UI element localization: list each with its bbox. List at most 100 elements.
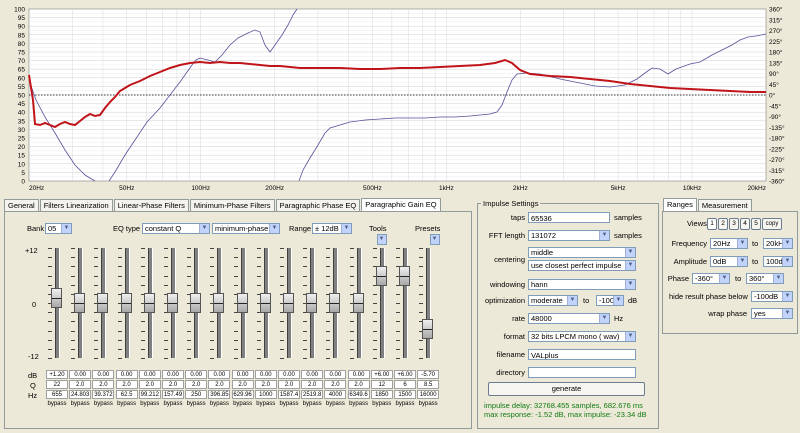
band-q-field[interactable]: 2.0: [162, 380, 184, 389]
frequency-from-select[interactable]: 20Hz: [710, 238, 748, 249]
gain-slider-thumb[interactable]: [375, 265, 387, 286]
bypass-toggle[interactable]: bypass: [372, 401, 392, 407]
band-q-field[interactable]: 2.0: [115, 380, 138, 389]
gain-slider-thumb[interactable]: [399, 265, 410, 286]
view-4-button[interactable]: 4: [740, 218, 750, 230]
centering-mode-select[interactable]: use closest perfect impulse: [528, 260, 636, 271]
gain-slider-thumb[interactable]: [97, 293, 109, 313]
bypass-toggle[interactable]: bypass: [47, 401, 67, 407]
band-db-field[interactable]: 0.00: [208, 370, 231, 379]
band-q-field[interactable]: 12: [370, 380, 393, 389]
fft-length-select[interactable]: 131072: [528, 230, 610, 241]
gain-slider-thumb[interactable]: [329, 293, 341, 313]
band-db-field[interactable]: 0.00: [185, 370, 208, 379]
band-q-field[interactable]: 2.0: [324, 380, 347, 389]
tab-minimum-phase-filters[interactable]: Minimum-Phase Filters: [189, 199, 275, 211]
band-db-field[interactable]: 0.00: [115, 370, 138, 379]
band-q-field[interactable]: 22: [46, 380, 68, 389]
band-db-field[interactable]: 0.00: [231, 370, 254, 379]
band-db-field[interactable]: +6.00: [394, 370, 416, 379]
bypass-toggle[interactable]: bypass: [70, 401, 90, 407]
view-1-button[interactable]: 1: [707, 218, 717, 230]
band-hz-field[interactable]: 629.96: [231, 390, 254, 399]
band-q-field[interactable]: 2.0: [92, 380, 115, 389]
format-select[interactable]: 32 bits LPCM mono ( wav): [528, 331, 636, 342]
bypass-toggle[interactable]: bypass: [93, 401, 113, 407]
band-db-field[interactable]: 0.00: [347, 370, 370, 379]
bypass-toggle[interactable]: bypass: [163, 401, 183, 407]
directory-input[interactable]: [528, 367, 636, 378]
bypass-toggle[interactable]: bypass: [279, 401, 299, 407]
band-q-field[interactable]: 2.0: [138, 380, 161, 389]
generate-button[interactable]: generate: [488, 382, 645, 396]
band-hz-field[interactable]: 655: [46, 390, 68, 399]
bypass-toggle[interactable]: bypass: [256, 401, 276, 407]
band-db-field[interactable]: 0.00: [278, 370, 300, 379]
band-q-field[interactable]: 2.0: [231, 380, 254, 389]
bypass-toggle[interactable]: bypass: [325, 401, 345, 407]
tab-paragraphic-phase-eq[interactable]: Paragraphic Phase EQ: [275, 199, 361, 211]
band-hz-field[interactable]: 24.803: [69, 390, 92, 399]
band-hz-field[interactable]: 250: [185, 390, 208, 399]
view-3-button[interactable]: 3: [729, 218, 739, 230]
tab-filters-linearization[interactable]: Filters Linearization: [39, 199, 113, 211]
gain-slider-thumb[interactable]: [213, 293, 225, 313]
band-hz-field[interactable]: 396.85: [208, 390, 231, 399]
bypass-toggle[interactable]: bypass: [140, 401, 160, 407]
hide-phase-select[interactable]: -100dB: [751, 291, 793, 302]
band-hz-field[interactable]: 1850: [370, 390, 393, 399]
band-q-field[interactable]: 2.0: [347, 380, 370, 389]
bypass-toggle[interactable]: bypass: [302, 401, 322, 407]
band-db-field[interactable]: 0.00: [324, 370, 347, 379]
gain-slider-thumb[interactable]: [236, 293, 248, 313]
band-q-field[interactable]: 2.0: [254, 380, 277, 389]
eq-type-select[interactable]: constant Q: [142, 223, 210, 234]
view-2-button[interactable]: 2: [718, 218, 728, 230]
gain-slider-thumb[interactable]: [143, 293, 155, 313]
band-q-field[interactable]: 2.0: [208, 380, 231, 389]
band-db-field[interactable]: 0.00: [69, 370, 92, 379]
band-hz-field[interactable]: 1500: [394, 390, 416, 399]
gain-slider-thumb[interactable]: [51, 287, 62, 308]
gain-slider-thumb[interactable]: [422, 319, 434, 340]
tools-dropdown[interactable]: [377, 234, 387, 245]
bypass-toggle[interactable]: bypass: [233, 401, 253, 407]
amplitude-from-select[interactable]: 0dB: [710, 256, 748, 267]
band-hz-field[interactable]: 4000: [324, 390, 347, 399]
band-db-field[interactable]: -5.70: [417, 370, 440, 379]
band-hz-field[interactable]: 2519.8: [301, 390, 324, 399]
tab-ranges[interactable]: Ranges: [663, 198, 697, 211]
band-hz-field[interactable]: 6349.6: [347, 390, 370, 399]
taps-input[interactable]: 65536: [528, 212, 610, 223]
band-db-field[interactable]: 0.00: [92, 370, 115, 379]
gain-slider-thumb[interactable]: [306, 293, 318, 313]
band-q-field[interactable]: 2.0: [278, 380, 300, 389]
band-hz-field[interactable]: 99.212: [138, 390, 161, 399]
tab-general[interactable]: General: [4, 199, 39, 211]
band-q-field[interactable]: 2.0: [69, 380, 92, 389]
tab-linear-phase-filters[interactable]: Linear-Phase Filters: [113, 199, 189, 211]
optimization-select[interactable]: moderate: [528, 295, 578, 306]
band-hz-field[interactable]: 62.5: [115, 390, 138, 399]
bypass-toggle[interactable]: bypass: [209, 401, 229, 407]
band-q-field[interactable]: 6: [394, 380, 416, 389]
band-hz-field[interactable]: 157.49: [162, 390, 184, 399]
bypass-toggle[interactable]: bypass: [349, 401, 369, 407]
presets-dropdown[interactable]: [430, 234, 440, 245]
band-q-field[interactable]: 2.0: [301, 380, 324, 389]
band-db-field[interactable]: 0.00: [301, 370, 324, 379]
band-db-field[interactable]: +6.00: [370, 370, 393, 379]
amplitude-to-select[interactable]: 100dB: [763, 256, 793, 267]
bypass-toggle[interactable]: bypass: [186, 401, 206, 407]
gain-slider-thumb[interactable]: [283, 293, 294, 313]
tab-paragraphic-gain-eq[interactable]: Paragraphic Gain EQ: [361, 198, 441, 211]
band-db-field[interactable]: +1.20: [46, 370, 68, 379]
optimization-to-select[interactable]: -100: [596, 295, 624, 306]
bypass-toggle[interactable]: bypass: [117, 401, 137, 407]
band-hz-field[interactable]: 1000: [254, 390, 277, 399]
frequency-to-select[interactable]: 20kHz: [763, 238, 793, 249]
copy-view-button[interactable]: copy: [762, 218, 782, 230]
phase-mode-select[interactable]: minimum-phase: [212, 223, 280, 234]
gain-slider-thumb[interactable]: [74, 293, 86, 313]
tab-measurement[interactable]: Measurement: [697, 199, 752, 211]
